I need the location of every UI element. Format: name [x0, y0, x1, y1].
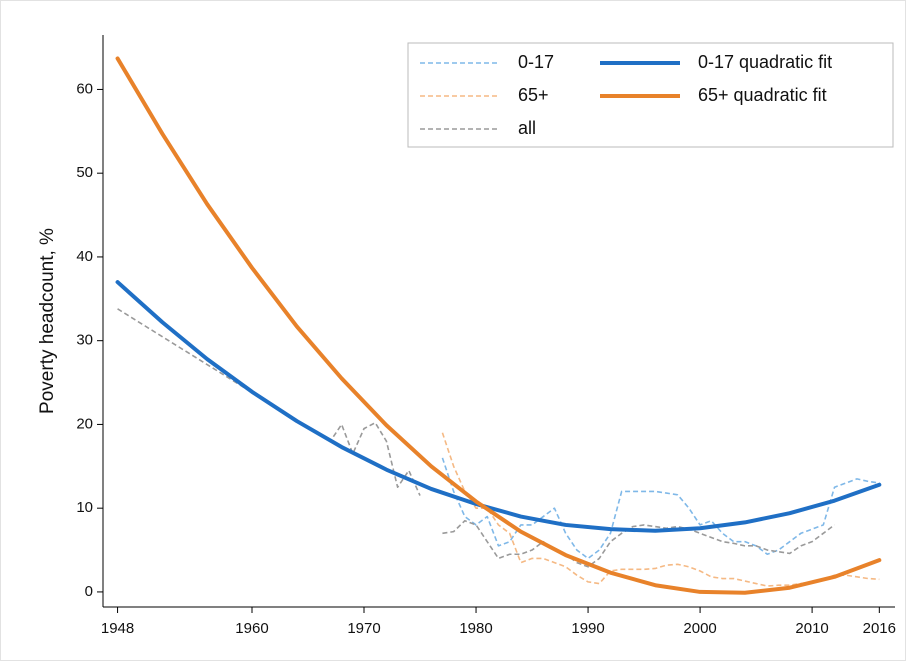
- y-tick-label: 50: [76, 164, 93, 181]
- x-tick-label: 1980: [459, 620, 492, 637]
- y-tick-label: 20: [76, 415, 93, 432]
- legend-label: 0-17 quadratic fit: [698, 52, 832, 72]
- legend-label: 65+ quadratic fit: [698, 85, 827, 105]
- legend-label: 65+: [518, 85, 549, 105]
- x-tick-label: 1990: [571, 620, 604, 637]
- x-tick-label: 1960: [235, 620, 268, 637]
- fit-line: [115, 56, 882, 595]
- y-tick-label: 10: [76, 499, 93, 516]
- fit-line: [115, 280, 882, 533]
- x-tick-label: 1970: [347, 620, 380, 637]
- x-tick-label: 1948: [101, 620, 134, 637]
- data-line: [442, 519, 835, 568]
- y-tick-label: 60: [76, 80, 93, 97]
- x-tick-label: 2016: [863, 620, 896, 637]
- y-tick-label: 0: [85, 583, 93, 600]
- y-tick-label: 30: [76, 332, 93, 349]
- x-tick-label: 2000: [683, 620, 716, 637]
- data-line: [117, 308, 421, 496]
- legend-label: all: [518, 118, 536, 138]
- legend-label: 0-17: [518, 52, 554, 72]
- y-tick-label: 40: [76, 248, 93, 265]
- x-tick-label: 2010: [795, 620, 828, 637]
- data-line: [441, 457, 880, 560]
- y-axis-label: Poverty headcount, %: [37, 228, 58, 414]
- data-line: [441, 432, 880, 587]
